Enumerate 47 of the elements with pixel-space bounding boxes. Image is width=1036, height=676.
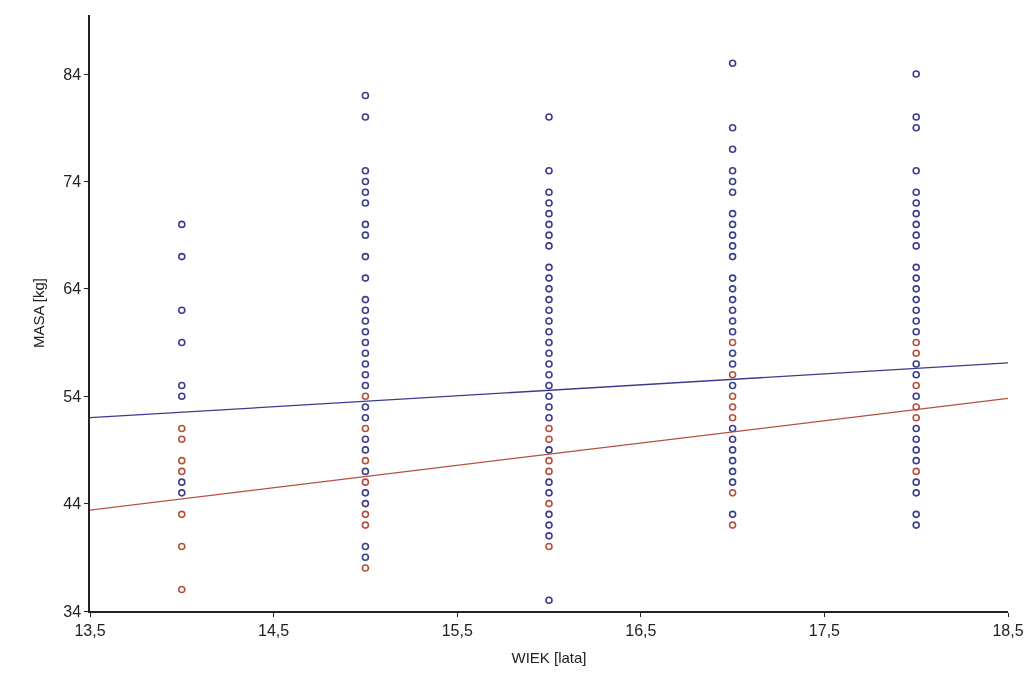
point (912, 349, 920, 358)
point (178, 467, 186, 476)
point (361, 456, 370, 465)
point (728, 413, 737, 422)
point (912, 338, 920, 347)
point (728, 370, 737, 379)
point (545, 456, 553, 465)
point (545, 424, 553, 433)
x-axis-title: WIEK [lata] (511, 649, 587, 667)
point (912, 467, 920, 476)
y-axis-title: MASA [kg] (30, 277, 47, 349)
point (728, 521, 737, 529)
point (178, 456, 186, 465)
point (728, 392, 737, 401)
x-tick-label: 18,5 (992, 621, 1024, 639)
point (178, 424, 186, 433)
point (178, 542, 186, 551)
point (178, 585, 186, 594)
point (912, 403, 920, 411)
point (545, 542, 553, 551)
point (912, 381, 920, 390)
point (178, 435, 186, 443)
point (361, 478, 370, 486)
point (545, 499, 553, 508)
point (912, 413, 920, 422)
point (545, 467, 553, 476)
point (361, 521, 370, 529)
point (361, 392, 370, 401)
y-tick-label: 44 (63, 495, 82, 513)
x-tick-label: 14,5 (258, 621, 290, 639)
x-tick-label: 16,5 (625, 621, 657, 639)
y-tick-label: 34 (63, 602, 82, 620)
y-tick-label: 54 (63, 387, 82, 405)
point (728, 403, 737, 411)
point (545, 435, 553, 443)
y-tick-label: 64 (63, 280, 82, 298)
point (728, 338, 737, 347)
x-tick-label: 15,5 (441, 621, 473, 639)
x-tick-label: 13,5 (74, 621, 106, 639)
point (361, 424, 370, 433)
y-tick-label: 84 (63, 65, 82, 83)
point (728, 489, 737, 497)
point (361, 510, 370, 519)
x-tick-label: 17,5 (808, 621, 841, 639)
y-tick-label: 74 (63, 173, 82, 191)
point (361, 564, 370, 572)
point (178, 510, 186, 519)
